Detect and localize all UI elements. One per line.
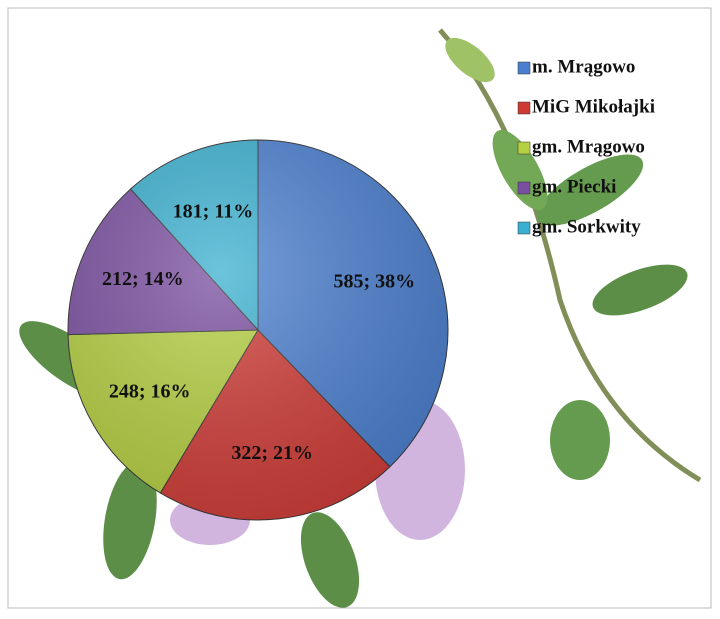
legend-swatch xyxy=(517,181,531,195)
legend-swatch xyxy=(517,61,531,75)
legend-label: MiG Mikołajki xyxy=(532,96,655,117)
data-label: 248; 16% xyxy=(109,381,191,403)
legend-swatch xyxy=(517,101,531,115)
legend-label: m. Mrągowo xyxy=(532,56,635,77)
pie: 585; 38% 322; 21% 248; 16% 212; 14% 181; 11% xyxy=(67,139,449,521)
legend-label: gm. Mrągowo xyxy=(532,136,645,157)
legend-label: gm. Piecki xyxy=(532,176,616,197)
legend: m. Mrągowo MiG Mikołajki gm. Mrągowo gm. Pi… xyxy=(517,56,655,237)
data-label: 181; 11% xyxy=(173,201,254,223)
legend-label: gm. Sorkwity xyxy=(532,216,641,237)
data-label: 585; 38% xyxy=(333,271,415,293)
data-label: 322; 21% xyxy=(231,442,313,464)
legend-swatch xyxy=(517,141,531,155)
legend-swatch xyxy=(517,221,531,235)
data-label: 212; 14% xyxy=(102,268,184,290)
